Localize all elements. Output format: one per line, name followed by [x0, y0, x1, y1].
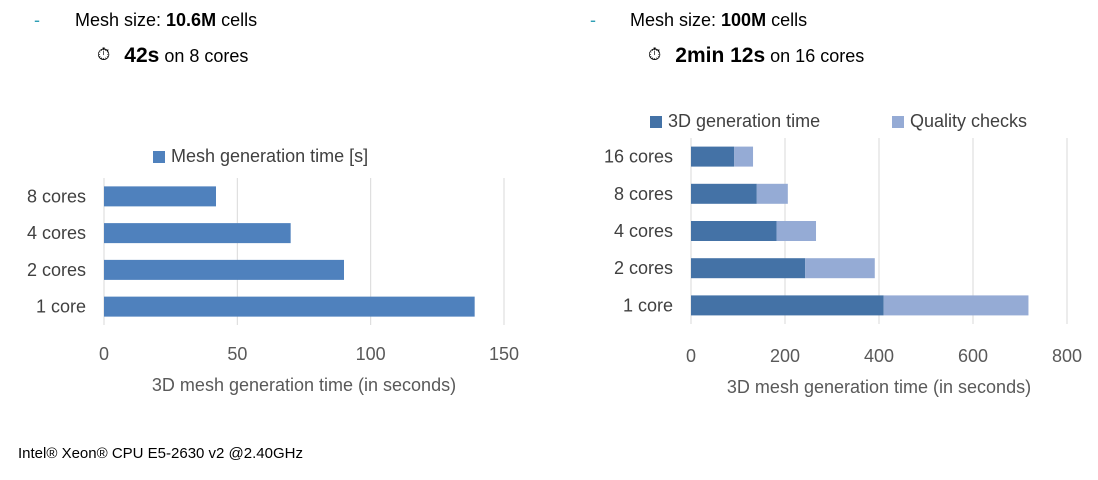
category-label: 2 cores: [614, 258, 673, 278]
left-bar-chart: 0 50 100 150 8 cores 4 cores 2 cores 1 core 3D m…: [27, 146, 519, 395]
bar-secondary: [805, 258, 875, 279]
bar-primary: [691, 183, 757, 204]
bar-primary: [104, 223, 291, 244]
right-bullet: -: [590, 10, 596, 30]
left-bullet: -: [34, 10, 40, 30]
right-stacked-bar-chart: 0 200 400 600 800 16 cores 8 cores 4 cores 2 cor…: [604, 111, 1082, 397]
left-time-suffix: on 8 cores: [164, 46, 249, 66]
category-label: 16 cores: [604, 147, 673, 167]
x-tick-label: 0: [686, 346, 696, 366]
x-tick-label: 800: [1052, 346, 1082, 366]
x-axis-label: 3D mesh generation time (in seconds): [727, 377, 1031, 397]
left-mesh-suffix: cells: [216, 10, 258, 30]
category-label: 4 cores: [614, 221, 673, 241]
category-label: 2 cores: [27, 260, 86, 280]
category-label: 1 core: [36, 297, 86, 317]
bar-secondary: [883, 295, 1029, 316]
right-mesh-suffix: cells: [766, 10, 808, 30]
bar-primary: [104, 186, 216, 207]
x-tick-label: 150: [489, 344, 519, 364]
legend-label: Mesh generation time [s]: [171, 146, 368, 166]
category-label: 8 cores: [614, 184, 673, 204]
cpu-info: Intel® Xeon® CPU E5-2630 v2 @2.40GHz: [18, 445, 303, 462]
x-tick-label: 100: [356, 344, 386, 364]
legend-swatch: [892, 116, 904, 128]
right-mesh-prefix: Mesh size:: [630, 10, 722, 30]
bar-primary: [104, 259, 344, 280]
bar-primary: [691, 258, 806, 279]
bar-primary: [691, 295, 884, 316]
category-label: 4 cores: [27, 223, 86, 243]
left-mesh-value: 10.6M: [166, 10, 217, 30]
legend-label: 3D generation time: [668, 111, 820, 131]
left-mesh-size: Mesh size: 10.6M cells: [75, 10, 257, 31]
right-time-value: 2min 12s: [675, 44, 766, 67]
bar-secondary: [756, 183, 788, 204]
x-tick-label: 200: [770, 346, 800, 366]
x-tick-label: 600: [958, 346, 988, 366]
category-label: 8 cores: [27, 186, 86, 206]
right-mesh-value: 100M: [721, 10, 767, 30]
x-tick-label: 0: [99, 344, 109, 364]
left-mesh-prefix: Mesh size:: [75, 10, 167, 30]
legend-label: Quality checks: [910, 111, 1027, 131]
left-time-line: ⏱ 42s on 8 cores: [97, 44, 248, 68]
right-time-suffix: on 16 cores: [770, 46, 865, 66]
bar-secondary: [734, 146, 754, 167]
bar-secondary: [776, 221, 817, 241]
x-axis-label: 3D mesh generation time (in seconds): [152, 375, 456, 395]
category-label: 1 core: [623, 295, 673, 315]
bar-primary: [691, 221, 777, 241]
right-time-line: ⏱ 2min 12s on 16 cores: [648, 44, 864, 68]
legend-swatch: [153, 151, 165, 163]
stopwatch-icon: ⏱: [648, 45, 662, 64]
bar-primary: [104, 296, 475, 317]
bar-primary: [691, 146, 735, 167]
x-tick-label: 50: [227, 344, 247, 364]
x-tick-label: 400: [864, 346, 894, 366]
right-mesh-size: Mesh size: 100M cells: [630, 10, 807, 31]
stopwatch-icon: ⏱: [97, 45, 111, 64]
legend-swatch: [650, 116, 662, 128]
left-time-value: 42s: [124, 44, 160, 67]
